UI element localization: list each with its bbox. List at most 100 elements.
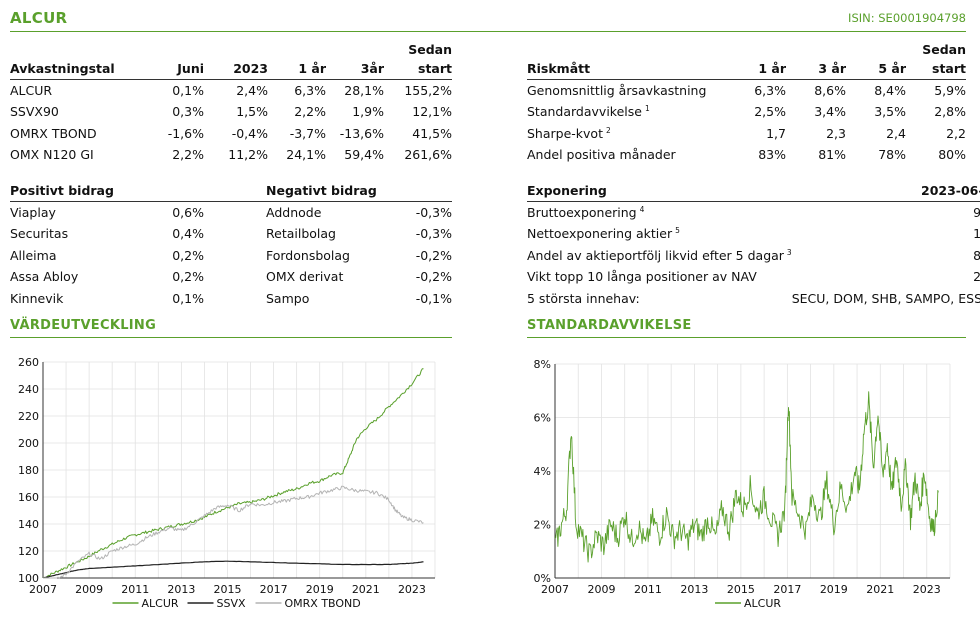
table-row: Viaplay 0,6% Addnode -0,3% (10, 202, 452, 224)
footnote-marker: 5 (675, 226, 680, 236)
cell: 6,3% (294, 83, 326, 98)
risk-sedan-header: Sedan (922, 41, 966, 57)
cell: 80% (938, 147, 966, 163)
y-tick-label: 220 (18, 410, 39, 423)
risk-col-header: 1 år (730, 58, 786, 80)
cell: 8,6% (814, 83, 846, 98)
cell: -1,6% (167, 125, 204, 141)
returns-sedan-header: Sedan (408, 41, 452, 57)
table-row: Vikt topp 10 långa positioner av NAV 25% (527, 266, 980, 288)
x-tick-label: 2019 (820, 583, 848, 596)
cell: 6,3% (754, 83, 786, 98)
cell: 83% (758, 147, 786, 163)
risk-label: Genomsnittlig årsavkastning (527, 83, 707, 98)
positive-name: Assa Abloy (10, 269, 79, 285)
cell: 81% (818, 147, 846, 163)
y-tick-label: 200 (18, 437, 39, 450)
table-row: Andel av aktieportfölj likvid efter 5 da… (527, 245, 980, 267)
cell: 11,2% (228, 147, 268, 163)
exposure-label: 5 största innehav: (527, 290, 640, 306)
row-label: SSVX90 (10, 104, 59, 120)
series-line-omrx-tbond (43, 485, 424, 579)
table-row: Securitas 0,4% Retailbolag -0,3% (10, 223, 452, 245)
cell: -0,4% (231, 125, 268, 141)
x-tick-label: 2013 (680, 583, 708, 596)
cell: 83% (973, 247, 980, 263)
negative-name: Retailbolag (266, 226, 336, 242)
cell: 2,2% (294, 104, 326, 120)
cell: 261,6% (404, 147, 452, 163)
positive-name: Kinnevik (10, 290, 64, 306)
positive-value: 0,1% (172, 290, 204, 306)
table-row: Andel positiva månader 83% 81% 78% 80% (527, 144, 966, 166)
y-tick-label: 140 (18, 518, 39, 531)
value-dev-title: VÄRDEUTVECKLING (10, 318, 157, 333)
negative-value: -0,2% (415, 247, 452, 263)
row-label: Genomsnittlig årsavkastning (527, 80, 730, 102)
exposure-label: Nettoexponering aktier (527, 226, 673, 242)
table-row: 5 största innehav: SECU, DOM, SHB, SAMPO… (527, 288, 980, 310)
exposure-title: Exponering (527, 180, 792, 202)
row-label: Standardavvikelse 1 (527, 101, 730, 123)
contribution-table: Positivt bidrag Negativt bidrag Viaplay … (10, 180, 452, 309)
table-row: Standardavvikelse 1 2,5% 3,4% 3,5% 2,8% (527, 101, 966, 123)
cell: -13,6% (339, 125, 384, 141)
returns-col-header: 1 år (268, 58, 326, 80)
positive-name: Alleima (10, 247, 57, 263)
x-tick-label: 2009 (75, 583, 103, 596)
cell: 25% (973, 269, 980, 285)
cell: 1,7 (766, 125, 786, 141)
y-tick-label: 8% (534, 358, 551, 371)
row-label: Sharpe-kvot 2 (527, 123, 730, 145)
x-tick-label: 2023 (398, 583, 426, 596)
row-label: Bruttoexponering 4 (527, 202, 792, 224)
x-tick-label: 2009 (587, 583, 615, 596)
risk-title: Riskmått (527, 58, 730, 80)
table-row: OMX N120 GI 2,2% 11,2% 24,1% 59,4% 261,6… (10, 144, 452, 166)
risk-label: Sharpe-kvot (527, 125, 603, 141)
positive-value: 0,2% (172, 269, 204, 285)
y-tick-label: 6% (534, 412, 551, 425)
table-row: ALCUR 0,1% 2,4% 6,3% 28,1% 155,2% (10, 80, 452, 102)
y-tick-label: 100 (18, 572, 39, 585)
row-label: OMX N120 GI (10, 147, 94, 163)
y-tick-label: 160 (18, 491, 39, 504)
cell: 2,2% (172, 147, 204, 163)
x-tick-label: 2021 (866, 583, 894, 596)
x-tick-label: 2021 (352, 583, 380, 596)
row-label: Vikt topp 10 långa positioner av NAV (527, 266, 792, 288)
cell: 59,4% (344, 147, 384, 163)
cell: -3,7% (289, 125, 326, 141)
legend-label: OMRX TBOND (285, 597, 361, 610)
risk-col-header: start (906, 58, 966, 80)
positive-value: 0,2% (172, 247, 204, 263)
cell: 92% (973, 205, 980, 220)
section-divider (527, 337, 966, 338)
x-tick-label: 2017 (260, 583, 288, 596)
cell: 1,5% (236, 104, 268, 120)
risk-label: Andel positiva månader (527, 147, 676, 163)
x-tick-label: 2007 (541, 583, 569, 596)
table-row: SSVX90 0,3% 1,5% 2,2% 1,9% 12,1% (10, 101, 452, 123)
x-tick-label: 2011 (634, 583, 662, 596)
y-tick-label: 0% (534, 572, 551, 585)
cell: 28,1% (344, 83, 384, 98)
cell: 15% (973, 226, 980, 242)
cell: 3,5% (874, 104, 906, 120)
positive-title: Positivt bidrag (10, 180, 140, 202)
negative-value: -0,3% (415, 226, 452, 242)
y-tick-label: 2% (534, 519, 551, 532)
row-label: OMRX TBOND (10, 125, 97, 141)
table-row: Kinnevik 0,1% Sampo -0,1% (10, 288, 452, 310)
negative-value: -0,3% (415, 205, 452, 220)
std-deviation-chart: 0% 2% 4% 6% 8% 2007 2009 2011 2013 2015 2017 2019 20… (534, 358, 951, 610)
x-tick-label: 2011 (121, 583, 149, 596)
table-row: Alleima 0,2% Fordonsbolag -0,2% (10, 245, 452, 267)
y-tick-label: 120 (18, 545, 39, 558)
x-tick-label: 2017 (773, 583, 801, 596)
exposure-label: Andel av aktieportfölj likvid efter 5 da… (527, 247, 784, 263)
x-tick-label: 2015 (727, 583, 755, 596)
footnote-marker: 3 (786, 247, 792, 257)
